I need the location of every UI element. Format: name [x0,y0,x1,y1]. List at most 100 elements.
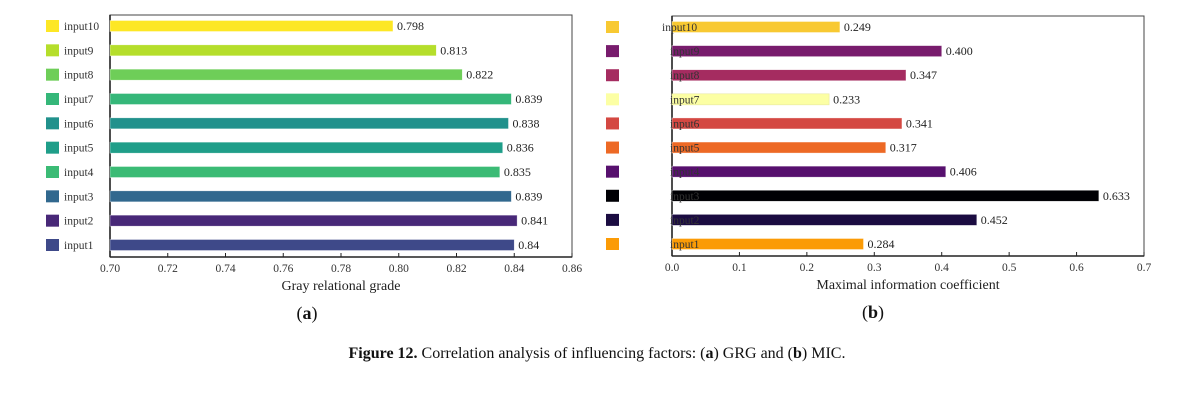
x-tick-label: 0.78 [331,263,351,275]
value-label-input10: 0.798 [397,19,424,33]
bar-input4 [671,165,947,178]
category-label-input7: input7 [64,94,94,106]
value-label-input8: 0.822 [466,68,493,82]
bar-input6 [671,117,903,130]
x-tick-label: 0.5 [1002,262,1017,274]
figure-caption: Figure 12. Correlation analysis of influ… [0,345,1194,363]
category-label-input6: input6 [670,118,700,130]
bar-input9 [671,45,943,57]
value-label-input3: 0.839 [515,189,542,203]
x-tick-label: 0.84 [504,263,524,275]
category-label-input9: input9 [64,45,94,57]
x-tick-label: 0.80 [389,263,409,275]
bar-input3 [109,190,512,203]
x-tick-label: 0.1 [732,262,747,274]
category-label-input1: input1 [670,239,700,251]
value-label-input7: 0.839 [515,92,542,106]
category-label-input7: input7 [670,94,700,106]
x-tick-label: 0.3 [867,262,882,274]
category-label-input4: input4 [670,167,700,179]
bar-input3 [671,189,1100,202]
value-label-input5: 0.317 [890,141,917,155]
category-label-input1: input1 [64,240,94,252]
legend-swatch-input7 [606,93,619,106]
legend-swatch-input3 [606,189,619,202]
bar-input7 [109,93,512,105]
caption-text-2: ) GRG and ( [713,345,794,362]
bar-input6 [109,117,509,130]
caption-text-3: ) MIC. [801,345,846,362]
legend-swatch-input4 [46,166,59,178]
x-tick-label: 0.0 [665,262,680,274]
bar-input10 [109,20,394,32]
category-label-input10: input10 [64,21,99,33]
bar-input4 [109,166,501,178]
x-tick-label: 0.7 [1137,262,1152,274]
x-tick-label: 0.76 [273,263,293,275]
bar-input2 [109,214,518,227]
value-label-input10: 0.249 [844,20,871,34]
value-label-input1: 0.84 [518,238,539,252]
legend-swatch-input2 [46,214,59,227]
category-label-input3: input3 [670,191,700,203]
x-tick-label: 0.6 [1069,262,1084,274]
category-label-input8: input8 [670,70,700,82]
legend-swatch-input10 [46,20,59,32]
legend-swatch-input2 [606,213,619,226]
bar-input5 [671,141,887,154]
legend-swatch-input6 [46,117,59,130]
x-tick-label: 0.86 [562,263,582,275]
panel-label: (a) [297,303,318,324]
bar-input8 [671,69,907,82]
bar-input1 [671,238,864,250]
legend-swatch-input9 [606,45,619,58]
x-tick-label: 0.70 [100,263,120,275]
x-axis-title: Gray relational grade [282,279,401,294]
chart-panel-a: 0.798 input10 0.813 input9 0.822 input8 0.839 i… [46,14,582,324]
value-label-input4: 0.835 [504,165,531,179]
legend-swatch-input9 [46,44,59,57]
value-label-input1: 0.284 [867,237,894,251]
legend-swatch-input10 [606,21,619,33]
bar-input10 [671,21,841,33]
bar-input7 [671,93,830,106]
value-label-input6: 0.838 [512,116,539,130]
caption-a: a [705,345,714,362]
category-label-input5: input5 [64,143,94,155]
caption-b: b [793,345,802,362]
category-label-input2: input2 [64,216,94,228]
bar-input5 [109,141,504,154]
bar-input8 [109,68,463,81]
bar-input2 [671,214,978,226]
category-label-input3: input3 [64,191,94,203]
category-label-input9: input9 [670,46,700,58]
category-label-input8: input8 [64,70,94,82]
value-label-input7: 0.233 [833,92,860,106]
x-axis-title: Maximal information coefficient [816,278,999,293]
legend-swatch-input8 [46,68,59,81]
value-label-input8: 0.347 [910,68,937,82]
value-label-input2: 0.841 [521,214,548,228]
value-label-input6: 0.341 [906,116,933,130]
category-label-input2: input2 [670,215,700,227]
x-tick-label: 0.74 [215,263,235,275]
bar-input1 [109,239,515,251]
category-label-input5: input5 [670,143,700,155]
legend-swatch-input5 [606,141,619,154]
x-tick-label: 0.72 [158,263,178,275]
legend-swatch-input4 [606,165,619,178]
legend-swatch-input7 [46,93,59,105]
legend-swatch-input1 [46,239,59,251]
legend-swatch-input6 [606,117,619,130]
panel-label: (b) [862,302,884,323]
value-label-input3: 0.633 [1103,189,1130,203]
chart-panel-b: 0.249 input10 0.400 input9 0.347 input8 0.233 i… [606,15,1152,323]
value-label-input5: 0.836 [507,141,534,155]
category-label-input6: input6 [64,118,94,130]
caption-prefix: Figure 12. [348,345,418,362]
value-label-input9: 0.813 [440,43,467,57]
legend-swatch-input8 [606,69,619,82]
legend-swatch-input5 [46,141,59,154]
x-tick-label: 0.82 [446,263,466,275]
